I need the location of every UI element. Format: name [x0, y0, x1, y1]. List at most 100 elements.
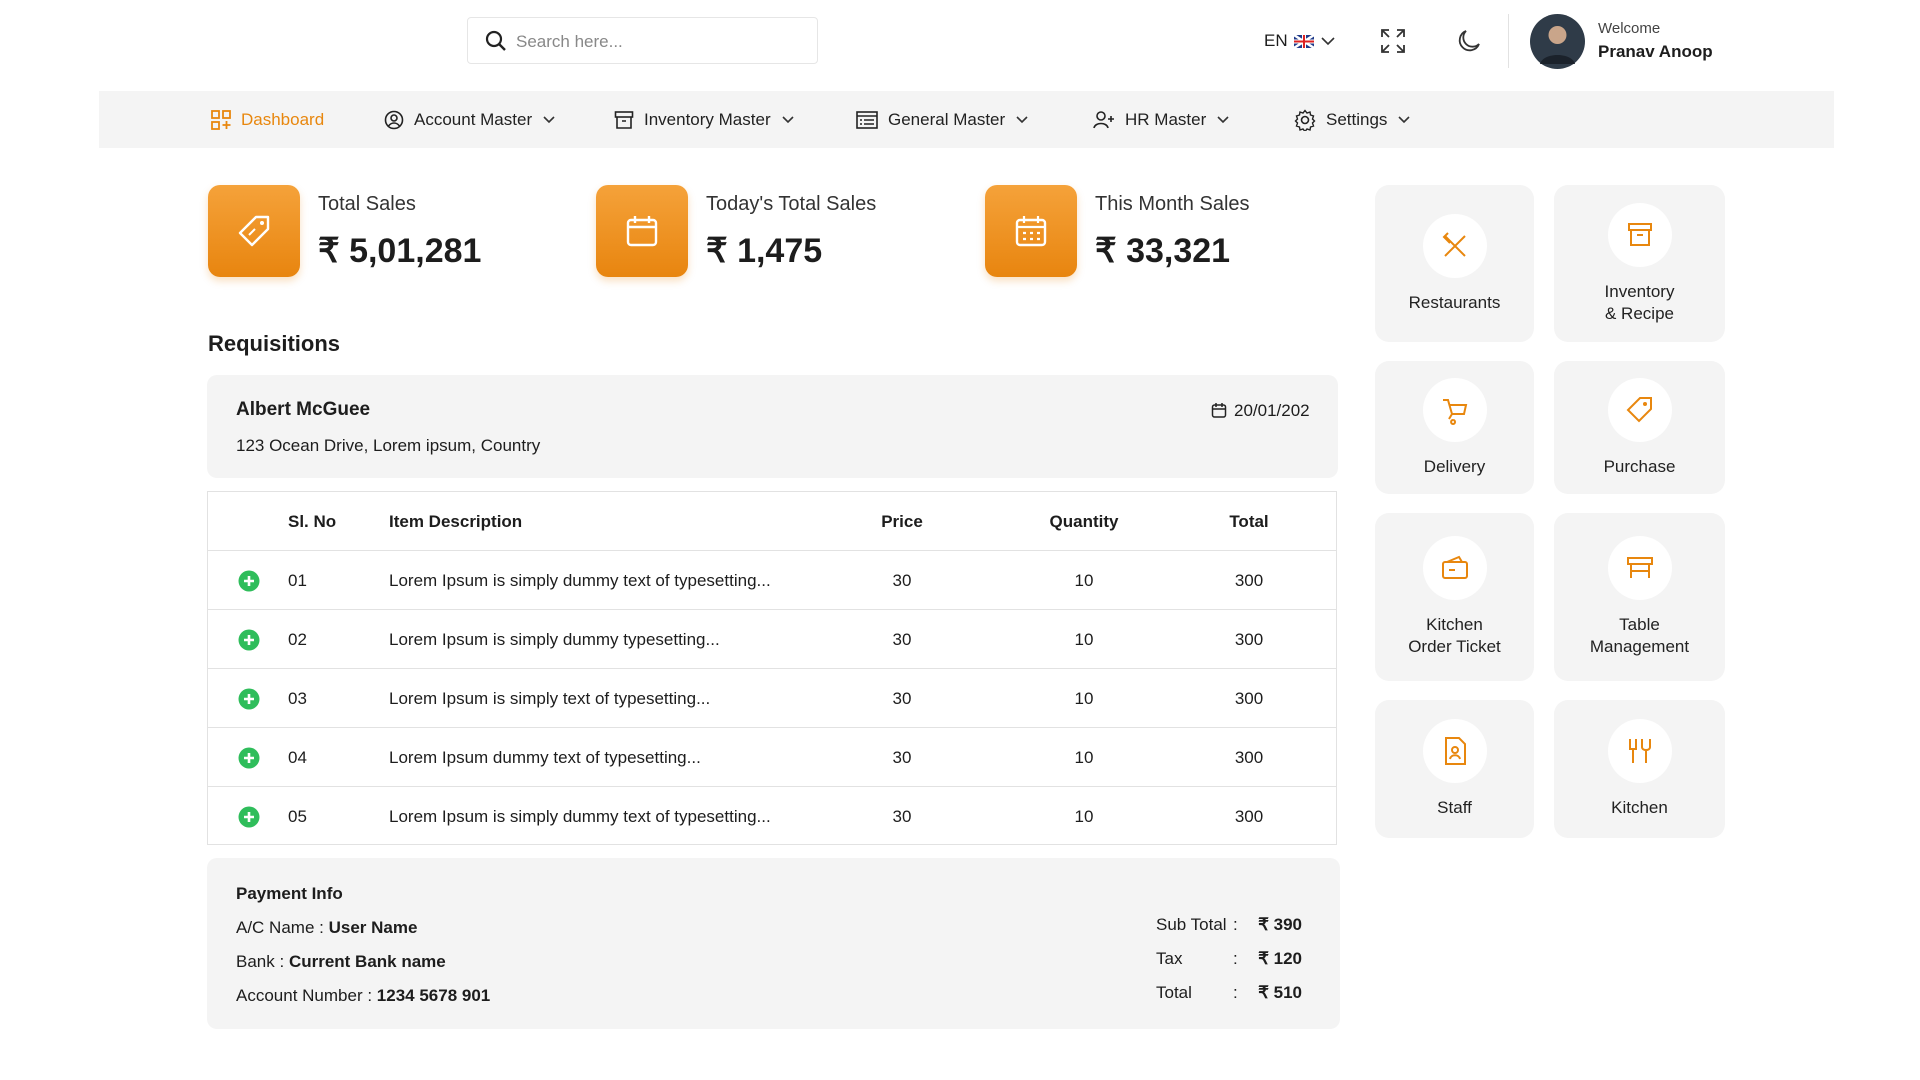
- tile[interactable]: Kitchen Order Ticket: [1375, 513, 1534, 681]
- cell: Lorem Ipsum dummy text of typesetting...: [389, 748, 701, 767]
- tile[interactable]: Inventory & Recipe: [1554, 185, 1725, 342]
- dark-mode-icon[interactable]: [1456, 28, 1482, 54]
- nav-label: Dashboard: [241, 109, 325, 129]
- stat-icon: [985, 185, 1077, 277]
- payment-title: Payment Info: [236, 884, 343, 903]
- nav-label: General Master: [888, 109, 1006, 129]
- cell: 300: [1234, 630, 1264, 649]
- divider: [1508, 14, 1509, 68]
- stat-icon: [596, 185, 688, 277]
- tile[interactable]: Staff: [1375, 700, 1534, 838]
- cell: Lorem Ipsum is simply dummy text of type…: [389, 807, 771, 826]
- stat-icon: [208, 185, 300, 277]
- add-icon[interactable]: [238, 688, 260, 710]
- table-header: Sl. No Item Description Price Quantity Total: [208, 492, 1336, 551]
- summary-label: Total: [1156, 983, 1192, 1002]
- tile-glyph: [1626, 396, 1652, 422]
- cell: Lorem Ipsum is simply dummy text of type…: [389, 571, 771, 590]
- nav-bar: Dashboard Account Master Inventory Master G…: [99, 91, 1834, 148]
- user-name: Pranav Anoop: [1598, 42, 1713, 61]
- nav-label: Account Master: [414, 109, 533, 129]
- table-row: 05 Lorem Ipsum is simply dummy text of ty…: [208, 787, 1336, 846]
- tile-icon: [1607, 377, 1672, 442]
- tile-label: Inventory & Recipe: [1604, 281, 1675, 323]
- flag: [1293, 34, 1314, 48]
- cell: 30: [892, 571, 912, 590]
- tile-glyph: [1626, 557, 1653, 578]
- cell: 01: [288, 571, 307, 590]
- field-label: Account Number :: [236, 986, 373, 1005]
- field-value: 1234 5678 901: [376, 986, 491, 1005]
- avatar[interactable]: [1530, 14, 1585, 69]
- tile[interactable]: Kitchen: [1554, 700, 1725, 838]
- cell: 02: [288, 630, 307, 649]
- fullscreen-icon[interactable]: [1380, 28, 1406, 54]
- cell: 300: [1234, 689, 1264, 708]
- cell: 300: [1234, 571, 1264, 590]
- add-icon[interactable]: [238, 570, 260, 592]
- add-icon[interactable]: [238, 629, 260, 651]
- table-row: 01 Lorem Ipsum is simply dummy text of ty…: [208, 551, 1336, 610]
- cell: 05: [288, 807, 307, 826]
- table-row: 03 Lorem Ipsum is simply text of typesett…: [208, 669, 1336, 728]
- tile-label: Purchase: [1603, 456, 1676, 476]
- stat-icon-glyph: [626, 216, 658, 247]
- column-header: Item Description: [389, 512, 523, 531]
- tile[interactable]: Purchase: [1554, 361, 1725, 494]
- nav-item[interactable]: General Master: [856, 91, 1029, 148]
- summary-label: Sub Total: [1156, 915, 1227, 934]
- cell: 30: [892, 689, 912, 708]
- nav-item[interactable]: Settings: [1294, 91, 1411, 148]
- language-select[interactable]: EN: [1264, 31, 1336, 51]
- nav-icon: [384, 110, 404, 129]
- stat-value: ₹ 33,321: [1095, 232, 1231, 270]
- cell: 03: [288, 689, 307, 708]
- nav-icon: [1093, 110, 1114, 128]
- tile-label: Table Management: [1589, 615, 1690, 656]
- nav-icon: [1294, 108, 1316, 131]
- tile[interactable]: Table Management: [1554, 513, 1725, 681]
- date: 20/01/202: [1234, 401, 1310, 420]
- tile[interactable]: Restaurants: [1375, 185, 1534, 342]
- nav-icon: [211, 109, 231, 130]
- tile[interactable]: Delivery: [1375, 361, 1534, 494]
- customer-address: 123 Ocean Drive, Lorem ipsum, Country: [236, 436, 541, 455]
- add-icon[interactable]: [238, 806, 260, 828]
- nav-item[interactable]: Dashboard: [211, 91, 324, 148]
- summary-value: ₹ 510: [1258, 983, 1302, 1002]
- summary-label: Tax: [1156, 949, 1183, 968]
- column-header: Price: [881, 512, 923, 531]
- stat-icon-glyph: [238, 215, 270, 247]
- tile-glyph: [1442, 231, 1466, 257]
- chevron: [1321, 37, 1335, 46]
- nav-icon: [614, 110, 634, 129]
- welcome: Welcome: [1598, 20, 1661, 37]
- payment-field: Account Number : 1234 5678 901: [236, 986, 490, 1006]
- tile-icon: [1422, 377, 1487, 442]
- nav-item[interactable]: Account Master: [384, 91, 556, 148]
- cell: 300: [1234, 748, 1264, 767]
- nav-item[interactable]: Inventory Master: [614, 91, 795, 148]
- cell: 10: [1074, 748, 1094, 767]
- tile-glyph: [1441, 555, 1468, 579]
- cell: 10: [1074, 571, 1094, 590]
- cell: Lorem Ipsum is simply text of typesettin…: [389, 689, 711, 708]
- summary-value: ₹ 120: [1258, 949, 1302, 968]
- cell: 10: [1074, 689, 1094, 708]
- cell: 10: [1074, 630, 1094, 649]
- cell: Lorem Ipsum is simply dummy typesetting.…: [389, 630, 720, 649]
- add-icon[interactable]: [238, 747, 260, 769]
- search-box[interactable]: Search here...: [467, 17, 818, 64]
- nav-label: Inventory Master: [644, 109, 771, 129]
- tile-glyph: [1442, 398, 1467, 425]
- stat-icon-glyph: [1015, 216, 1047, 247]
- nav-item[interactable]: HR Master: [1093, 91, 1230, 148]
- stat-label: This Month Sales: [1095, 193, 1250, 215]
- payment-field: Bank : Current Bank name: [236, 952, 446, 972]
- summary-value: ₹ 390: [1258, 915, 1302, 934]
- tile-icon: [1422, 536, 1487, 600]
- tile-icon: [1422, 213, 1487, 278]
- payment-field: A/C Name : User Name: [236, 918, 417, 938]
- tile-icon: [1607, 719, 1672, 783]
- stat-value: ₹ 1,475: [706, 232, 823, 270]
